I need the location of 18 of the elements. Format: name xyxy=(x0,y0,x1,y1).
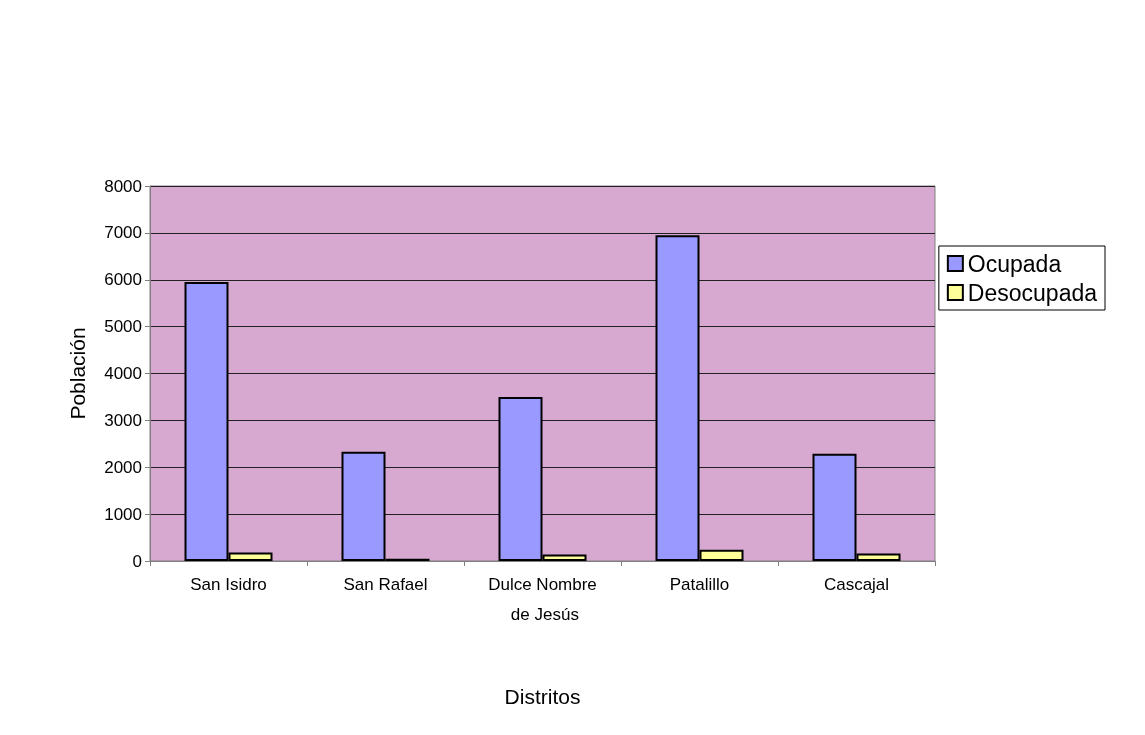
y-tick-label: 2000 xyxy=(104,457,142,477)
y-tick-label: 8000 xyxy=(104,176,142,196)
legend-label: Ocupada xyxy=(967,250,1062,277)
x-tick-label: San Rafael xyxy=(343,574,428,594)
x-tick-label: San Isidro xyxy=(190,574,267,594)
x-axis-title: Distritos xyxy=(504,685,581,708)
y-tick-label: 3000 xyxy=(104,410,142,430)
x-tick-label: Patalillo xyxy=(669,574,730,594)
y-axis-title: Población xyxy=(66,327,89,420)
x-tick-label: Cascajal xyxy=(823,574,890,594)
y-tick-label: 1000 xyxy=(104,504,142,524)
x-tick-label: Dulce Nombre de Jesús xyxy=(488,574,597,624)
y-tick-label: 4000 xyxy=(104,364,142,383)
y-tick-label: 7000 xyxy=(104,223,142,243)
legend-label: Desocupada xyxy=(967,279,1098,306)
y-tick-label: 5000 xyxy=(104,317,142,337)
y-tick-label: 6000 xyxy=(104,270,142,290)
y-tick-label: 0 xyxy=(132,551,142,571)
